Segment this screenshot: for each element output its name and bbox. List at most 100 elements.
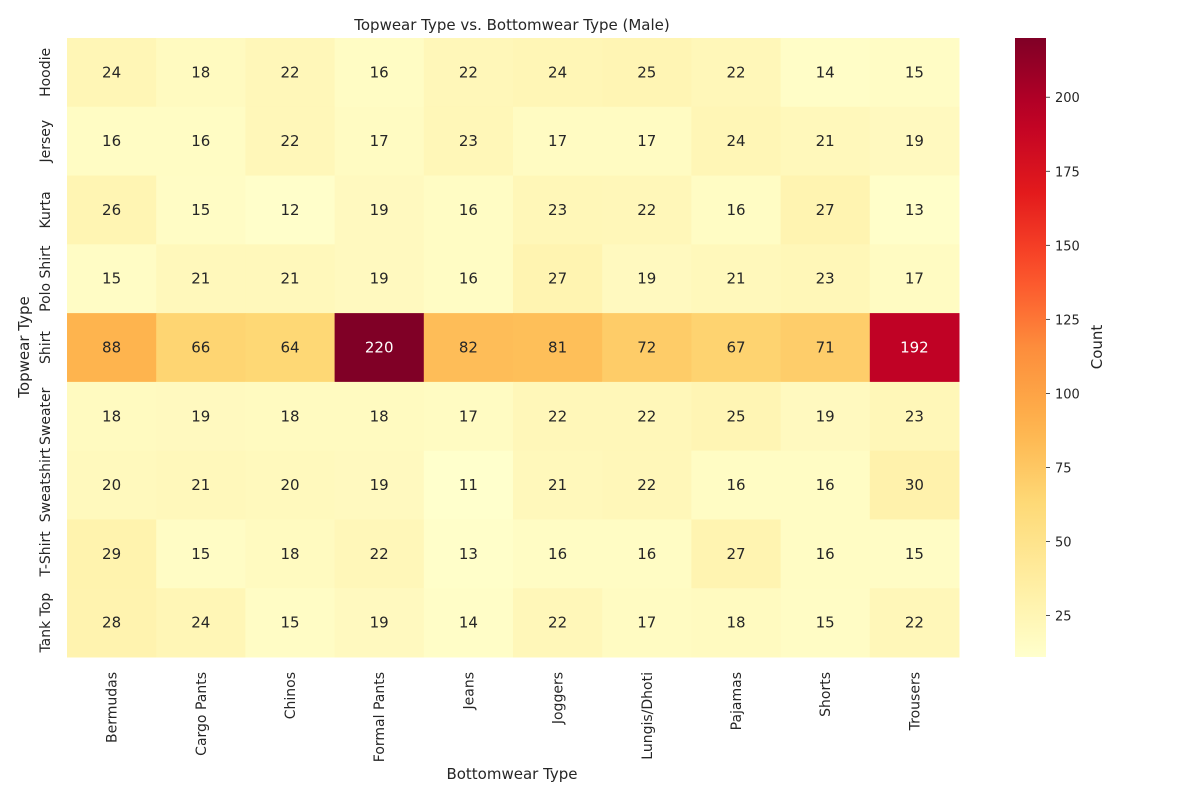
cell-value-label: 21 xyxy=(191,270,210,288)
colorbar-label: Count xyxy=(1088,325,1106,370)
heatmap-cell xyxy=(156,175,246,245)
x-tick-label: Formal Pants xyxy=(372,672,388,762)
cell-value-label: 22 xyxy=(726,63,745,81)
cell-value-label: 16 xyxy=(637,545,656,563)
heatmap-cell xyxy=(423,106,514,177)
heatmap-cell xyxy=(423,381,514,452)
cell-value-label: 18 xyxy=(280,407,299,425)
x-tick-label: Shorts xyxy=(818,672,834,717)
cell-value-label: 81 xyxy=(548,339,567,357)
heatmap-cell xyxy=(334,519,425,589)
cell-value-label: 13 xyxy=(459,545,478,563)
cell-value-label: 19 xyxy=(370,614,389,632)
heatmap-cell xyxy=(513,381,603,452)
cell-value-label: 220 xyxy=(365,339,394,357)
heatmap-cell xyxy=(513,38,603,108)
x-tick-label: Trousers xyxy=(907,672,923,731)
heatmap-cell-labels: 24 18 22 16 22 24 25 22 14 15 16 16 22 17 23 17 17 24 21 19… xyxy=(102,63,929,631)
cell-value-label: 17 xyxy=(548,132,567,150)
x-tick-label: Pajamas xyxy=(729,672,745,730)
cell-value-label: 67 xyxy=(726,339,745,357)
cell-value-label: 13 xyxy=(905,201,924,219)
cell-value-label: 17 xyxy=(370,132,389,150)
cell-value-label: 22 xyxy=(637,407,656,425)
heatmap-cell xyxy=(780,106,871,177)
heatmap-cell xyxy=(869,244,960,314)
x-tick-label: Cargo Pants xyxy=(194,672,210,756)
cell-value-label: 15 xyxy=(280,614,299,632)
cell-value-label: 17 xyxy=(459,407,478,425)
cell-value-label: 15 xyxy=(905,63,924,81)
cell-value-label: 18 xyxy=(191,63,210,81)
cell-value-label: 24 xyxy=(548,63,567,81)
heatmap-cell xyxy=(156,519,246,589)
cell-value-label: 16 xyxy=(726,476,745,494)
heatmap-cell xyxy=(67,450,157,520)
cell-value-label: 19 xyxy=(191,407,210,425)
y-tick-label: Polo Shirt xyxy=(38,245,54,312)
x-axis-label: Bottomwear Type xyxy=(446,765,577,783)
heatmap-cell xyxy=(780,313,871,383)
cell-value-label: 19 xyxy=(370,476,389,494)
cell-value-label: 16 xyxy=(459,201,478,219)
cell-value-label: 21 xyxy=(816,132,835,150)
cell-value-label: 21 xyxy=(191,476,210,494)
cell-value-label: 14 xyxy=(816,63,835,81)
heatmap-cell xyxy=(334,381,425,452)
heatmap-cell xyxy=(780,175,871,245)
heatmap-cell xyxy=(602,588,692,658)
heatmap-cell xyxy=(869,381,960,452)
heatmap-cell xyxy=(780,588,871,658)
y-tick-label: Shirt xyxy=(38,331,54,364)
cell-value-label: 11 xyxy=(459,476,478,494)
heatmap-cell xyxy=(245,450,336,520)
heatmap-cell xyxy=(67,313,157,383)
heatmap-cell xyxy=(245,588,336,658)
heatmap-cells xyxy=(67,38,960,658)
cell-value-label: 17 xyxy=(637,614,656,632)
cell-value-label: 30 xyxy=(905,476,924,494)
heatmap-cell xyxy=(869,38,960,108)
heatmap-cell xyxy=(513,588,603,658)
y-tick-label: Jersey xyxy=(38,120,54,164)
heatmap-cell xyxy=(691,244,782,314)
heatmap-cell xyxy=(513,450,603,520)
cell-value-label: 22 xyxy=(637,201,656,219)
heatmap-cell xyxy=(602,244,692,314)
cell-value-label: 19 xyxy=(637,270,656,288)
cell-value-label: 16 xyxy=(548,545,567,563)
cell-value-label: 15 xyxy=(191,545,210,563)
cell-value-label: 18 xyxy=(726,614,745,632)
cell-value-label: 15 xyxy=(905,545,924,563)
chart-title: Topwear Type vs. Bottomwear Type (Male) xyxy=(353,16,669,34)
y-tick-label: T-Shirt xyxy=(38,531,54,578)
cell-value-label: 28 xyxy=(102,614,121,632)
cell-value-label: 24 xyxy=(726,132,745,150)
heatmap-cell xyxy=(245,313,336,383)
y-tick-label: Sweatshirt xyxy=(38,447,54,522)
heatmap-cell xyxy=(691,175,782,245)
heatmap-cell xyxy=(334,38,425,108)
cell-value-label: 72 xyxy=(637,339,656,357)
cell-value-label: 27 xyxy=(816,201,835,219)
heatmap-cell xyxy=(602,175,692,245)
heatmap-cell xyxy=(67,588,157,658)
heatmap-cell xyxy=(513,244,603,314)
cell-value-label: 19 xyxy=(370,201,389,219)
cell-value-label: 23 xyxy=(816,270,835,288)
heatmap-cell xyxy=(691,519,782,589)
heatmap-cell xyxy=(602,106,692,177)
heatmap-cell xyxy=(869,106,960,177)
heatmap-cell xyxy=(245,519,336,589)
heatmap-cell xyxy=(334,175,425,245)
colorbar-tick-label: 25 xyxy=(1055,610,1072,625)
heatmap-cell xyxy=(602,38,692,108)
cell-value-label: 21 xyxy=(280,270,299,288)
cell-value-label: 64 xyxy=(280,339,299,357)
cell-value-label: 27 xyxy=(548,270,567,288)
heatmap-cell xyxy=(156,244,246,314)
cell-value-label: 15 xyxy=(102,270,121,288)
cell-value-label: 192 xyxy=(900,339,929,357)
cell-value-label: 22 xyxy=(459,63,478,81)
